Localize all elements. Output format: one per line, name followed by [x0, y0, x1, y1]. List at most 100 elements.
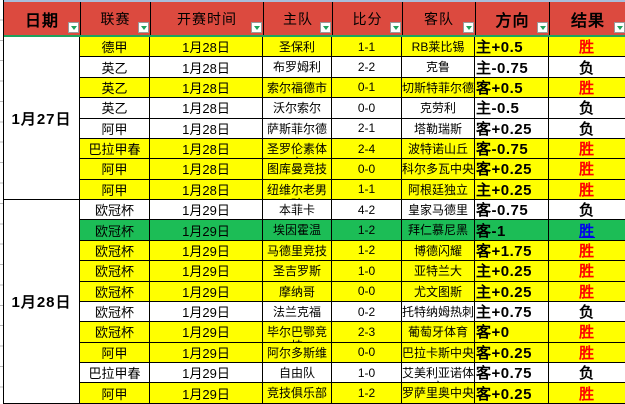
kickoff-time-cell: 1月29日: [150, 342, 263, 362]
result-cell[interactable]: 胜: [549, 220, 625, 240]
date-group-label[interactable]: 1月27日: [4, 37, 79, 201]
handicap-direction-cell: 客+0.25: [475, 118, 549, 138]
home-team-cell: 萨斯菲尔德: [263, 118, 332, 138]
score-cell: 0-1: [332, 77, 402, 98]
score-cell: 1-2: [332, 240, 402, 261]
result-cell: 负: [549, 301, 625, 322]
header-home: 主队: [264, 2, 333, 35]
result-cell: 胜: [549, 342, 625, 362]
kickoff-time-cell: 1月29日: [150, 383, 263, 403]
kickoff-time-cell: 1月29日: [150, 261, 263, 281]
date-group-label[interactable]: 1月28日: [4, 200, 79, 404]
score-cell: 1-0: [332, 363, 402, 383]
score-cell: 1-0: [332, 261, 402, 281]
handicap-direction-cell: 客+0: [475, 322, 549, 342]
match-row: 英乙 1月28日 沃尔索尔 0-0 克劳利 主-0.5 负: [80, 98, 625, 119]
match-row: 阿甲 1月28日 萨斯菲尔德 2-1 塔勒瑞斯 客+0.25 负: [80, 118, 625, 139]
kickoff-time-cell: 1月29日: [150, 240, 263, 261]
handicap-direction-cell: 客-0.75: [475, 138, 549, 159]
result-cell: 胜: [549, 37, 625, 57]
away-team-cell: 巴拉卡斯中央: [402, 342, 475, 362]
kickoff-time-cell: 1月29日: [150, 220, 263, 240]
result-cell: 胜: [549, 322, 625, 342]
header-label: 联赛: [100, 10, 131, 27]
filter-direction-button[interactable]: [537, 22, 548, 33]
header-label: 主队: [283, 10, 313, 27]
kickoff-time-cell: 1月28日: [150, 138, 263, 159]
score-cell: 1-1: [332, 37, 402, 57]
result-cell: 负: [549, 363, 625, 383]
home-team-cell: 本菲卡: [263, 200, 332, 220]
filter-home-button[interactable]: [320, 22, 331, 33]
handicap-direction-cell: 客-1: [475, 220, 549, 240]
handicap-direction-cell: 客-0.75: [475, 200, 549, 220]
filter-result-button[interactable]: [614, 22, 625, 33]
result-cell: 胜: [549, 159, 625, 179]
league-cell: 英乙: [80, 77, 150, 98]
header-label: 结果: [570, 12, 605, 30]
league-cell: 阿甲: [80, 383, 150, 403]
away-team-cell: 博德闪耀: [402, 240, 475, 261]
filter-dropdown-icon: [539, 25, 546, 30]
score-cell: 2-4: [332, 138, 402, 159]
score-cell: 0-0: [332, 281, 402, 301]
table-body: 1月27日 1月28日 德甲 1月28日 圣保利 1-1 RB莱比锡 主+0.5 胜英乙 1月…: [4, 37, 625, 404]
kickoff-time-cell: 1月29日: [150, 301, 263, 322]
score-cell: 1-1: [332, 179, 402, 199]
result-cell: 胜: [549, 383, 625, 403]
filter-dropdown-icon: [392, 25, 399, 30]
handicap-direction-cell: 主+0.5: [475, 37, 549, 57]
league-cell: 阿甲: [80, 342, 150, 362]
match-row: 阿甲 1月29日 竞技俱乐部 1-2 罗萨里奥中央 客+0.25 胜: [80, 383, 625, 404]
league-cell: 巴拉甲春: [80, 363, 150, 383]
league-cell: 欧冠杯: [80, 220, 150, 240]
header-away: 客队: [403, 2, 476, 35]
filter-dropdown-icon: [465, 25, 472, 30]
filter-date-button[interactable]: [68, 22, 79, 33]
header-label: 日期: [24, 12, 59, 30]
home-team-cell: 索尔福德市: [263, 77, 332, 98]
kickoff-time-cell: 1月28日: [150, 77, 263, 98]
filter-dropdown-icon: [140, 25, 147, 30]
home-team-cell: 阿尔多斯维: [263, 342, 332, 362]
match-row: 欧冠杯 1月29日 法兰克福 0-2 托特纳姆热刺 主+0.75 负: [80, 301, 625, 323]
league-cell: 阿甲: [80, 118, 150, 138]
home-team-cell: 圣罗伦素体育: [263, 138, 332, 159]
result-cell: 负: [549, 118, 625, 138]
handicap-direction-cell: 客+0.5: [475, 77, 549, 98]
handicap-direction-cell: 客+0.25: [475, 159, 549, 179]
league-cell: 欧冠杯: [80, 261, 150, 281]
away-team-cell: 阿根廷独立: [402, 179, 475, 199]
away-team-cell: 罗萨里奥中央: [402, 383, 475, 403]
away-team-cell: 克劳利: [402, 98, 475, 118]
filter-score-button[interactable]: [390, 22, 401, 33]
handicap-direction-cell: 客+0.25: [475, 342, 549, 362]
filter-away-button[interactable]: [463, 22, 474, 33]
league-cell: 欧冠杯: [80, 301, 150, 322]
score-cell: 0-2: [332, 301, 402, 322]
away-team-cell: 尤文图斯: [402, 281, 475, 301]
filter-time-button[interactable]: [251, 22, 262, 33]
filter-league-button[interactable]: [138, 22, 149, 33]
header-result: 结果: [550, 2, 625, 35]
league-cell: 巴拉甲春: [80, 138, 150, 159]
league-cell: 英乙: [80, 98, 150, 118]
match-row: 德甲 1月28日 圣保利 1-1 RB莱比锡 主+0.5 胜: [80, 37, 625, 58]
header-label: 比分: [352, 10, 383, 27]
handicap-direction-cell: 主-0.75: [475, 57, 549, 77]
table-header-row: 日期 联赛 开赛时间 主队 比分 客队 方向 结果: [4, 0, 625, 37]
result-cell: 负: [549, 98, 625, 118]
header-label: 开赛时间: [177, 10, 237, 27]
match-row: 阿甲 1月28日 图库曼竞技 0-0 科尔多瓦中央 客+0.25 胜: [80, 159, 625, 180]
home-team-cell: 自由队: [263, 363, 332, 383]
away-team-cell: 切斯特菲尔德: [402, 77, 475, 98]
result-cell: 胜: [549, 179, 625, 199]
header-label: 方向: [495, 12, 530, 30]
result-cell: 胜: [549, 261, 625, 281]
score-cell: 1-2: [332, 383, 402, 403]
match-row: 欧冠杯 1月29日 埃因霍温 1-2 拜仁慕尼黑 客-1 胜: [80, 220, 625, 241]
kickoff-time-cell: 1月29日: [150, 363, 263, 383]
